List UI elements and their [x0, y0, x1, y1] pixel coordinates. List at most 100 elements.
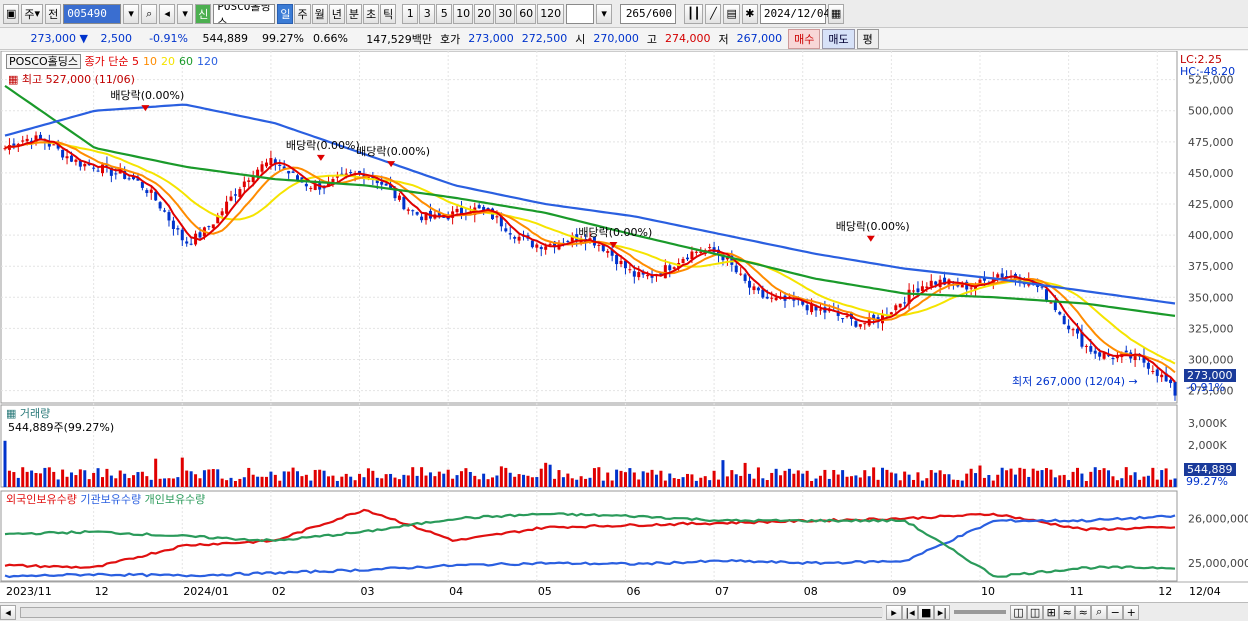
credit-badge[interactable]: 신 — [195, 3, 212, 24]
volume-bar — [858, 477, 862, 487]
candle-body — [375, 178, 379, 184]
last-icon[interactable]: ▸| — [934, 604, 951, 620]
candle-count-input[interactable]: 265/600 — [620, 3, 677, 24]
x-axis-label: 05 — [538, 585, 552, 598]
interval-tab-1[interactable]: 1 — [402, 3, 419, 24]
candle-body — [238, 189, 242, 198]
volume-bar — [628, 468, 632, 487]
volume-bar — [814, 478, 818, 487]
stock-code-input[interactable]: 005490 — [63, 3, 122, 24]
candle-body — [854, 321, 858, 327]
volume-bar — [1022, 468, 1026, 487]
volume-bar — [601, 480, 605, 487]
interval-tab-20[interactable]: 20 — [474, 3, 495, 24]
nav-dropdown-icon[interactable]: ▾ — [177, 3, 194, 24]
zoom-out-icon[interactable]: − — [1107, 604, 1124, 620]
candle-type-icon[interactable]: ┃┃ — [684, 3, 704, 24]
plus-icon[interactable]: + — [1123, 604, 1140, 620]
zoom-slider[interactable] — [954, 610, 1007, 614]
draw-tool-icon[interactable]: ╱ — [705, 3, 722, 24]
volume-bar — [291, 467, 295, 487]
tool-e-icon[interactable]: ≈ — [1075, 604, 1092, 620]
volume-bar — [499, 466, 503, 487]
prev-button[interactable]: 전 — [45, 3, 62, 24]
period-tab-3[interactable]: 년 — [328, 3, 345, 24]
ma-legend-120: 120 — [196, 55, 218, 68]
interval-tab-5[interactable]: 5 — [436, 3, 453, 24]
candle-body — [513, 237, 517, 239]
scroll-left-icon[interactable]: ◂ — [0, 604, 16, 620]
tool-a-icon[interactable]: ◫ — [1010, 604, 1027, 620]
stop-icon[interactable]: ■ — [918, 604, 935, 620]
search-icon[interactable]: ⌕ — [141, 3, 158, 24]
volume-bar — [885, 469, 889, 487]
volume-bar — [437, 471, 441, 487]
quote-change-pct: -0.91% — [149, 32, 188, 45]
volume-bar — [1084, 480, 1088, 487]
volume-bar — [796, 470, 800, 487]
buy-button[interactable]: 매수 — [788, 28, 821, 49]
candle-body — [659, 272, 663, 276]
volume-bar — [504, 467, 508, 487]
save-icon[interactable]: ▤ — [723, 3, 740, 24]
interval-custom-input[interactable] — [566, 3, 595, 24]
period-tab-5[interactable]: 초 — [362, 3, 380, 24]
period-tab-4[interactable]: 분 — [345, 3, 362, 24]
first-icon[interactable]: |◂ — [902, 604, 918, 620]
interval-tab-60[interactable]: 60 — [516, 3, 537, 24]
scroll-right-icon[interactable]: ▸ — [886, 604, 902, 620]
interval-tab-3[interactable]: 3 — [419, 3, 436, 24]
period-tab-6[interactable]: 틱 — [380, 3, 397, 24]
period-tab-1[interactable]: 주 — [294, 3, 311, 24]
tool-d-icon[interactable]: ≈ — [1059, 604, 1076, 620]
volume-bar — [938, 470, 942, 487]
volume-bar — [1044, 468, 1048, 487]
eval-button[interactable]: 평 — [856, 28, 879, 49]
chart-settings-icon[interactable]: ▣ — [3, 3, 20, 24]
candle-body — [69, 155, 73, 162]
sell-button[interactable]: 매도 — [822, 28, 855, 49]
volume-bar — [641, 471, 645, 487]
scroll-track[interactable] — [20, 606, 883, 618]
interval-tab-120[interactable]: 120 — [537, 3, 565, 24]
candle-body — [765, 296, 769, 299]
date-input[interactable]: 2024/12/04 — [759, 3, 830, 24]
scroll-thumb[interactable] — [21, 607, 883, 617]
candle-body — [628, 269, 632, 271]
x-axis-label: 06 — [626, 585, 640, 598]
candle-body — [1040, 286, 1044, 288]
candle-body — [814, 306, 818, 311]
speaker-icon[interactable]: ◂ — [159, 3, 176, 24]
volume-bar — [1009, 468, 1013, 487]
candle-body — [220, 211, 224, 216]
volume-bar — [309, 480, 313, 487]
volume-bar — [247, 467, 251, 487]
volume-bar — [163, 478, 167, 487]
chart-canvas[interactable]: 275,000 300,000 325,000 350,000 375,000 400,0… — [0, 50, 1248, 602]
period-tab-2[interactable]: 월 — [311, 3, 328, 24]
chart-area[interactable]: 275,000 300,000 325,000 350,000 375,000 400,0… — [0, 50, 1248, 602]
candle-body — [411, 210, 415, 212]
quote-high-label: 고 — [646, 32, 657, 46]
volume-bar — [783, 470, 787, 487]
zoom-in-icon[interactable]: ⌕ — [1091, 604, 1108, 620]
period-type-select[interactable]: 주 ▾ — [21, 3, 44, 24]
interval-dropdown-icon[interactable]: ▾ — [596, 3, 613, 24]
candle-body — [836, 311, 840, 316]
calendar-icon[interactable]: ▦ — [827, 3, 845, 24]
volume-bar — [1053, 477, 1057, 487]
interval-tab-10[interactable]: 10 — [453, 3, 474, 24]
volume-bar — [455, 475, 459, 487]
period-tab-0[interactable]: 일 — [277, 3, 294, 24]
tool-b-icon[interactable]: ◫ — [1026, 604, 1044, 620]
volume-bar — [646, 472, 650, 487]
candle-body — [242, 181, 246, 188]
code-dropdown-icon[interactable]: ▾ — [123, 3, 140, 24]
interval-tab-30[interactable]: 30 — [495, 3, 516, 24]
volume-bar — [1138, 479, 1142, 487]
tool-c-icon[interactable]: ⊞ — [1043, 604, 1060, 620]
gear-icon[interactable]: ✱ — [741, 3, 758, 24]
quote-bid: 273,000 — [468, 32, 514, 45]
